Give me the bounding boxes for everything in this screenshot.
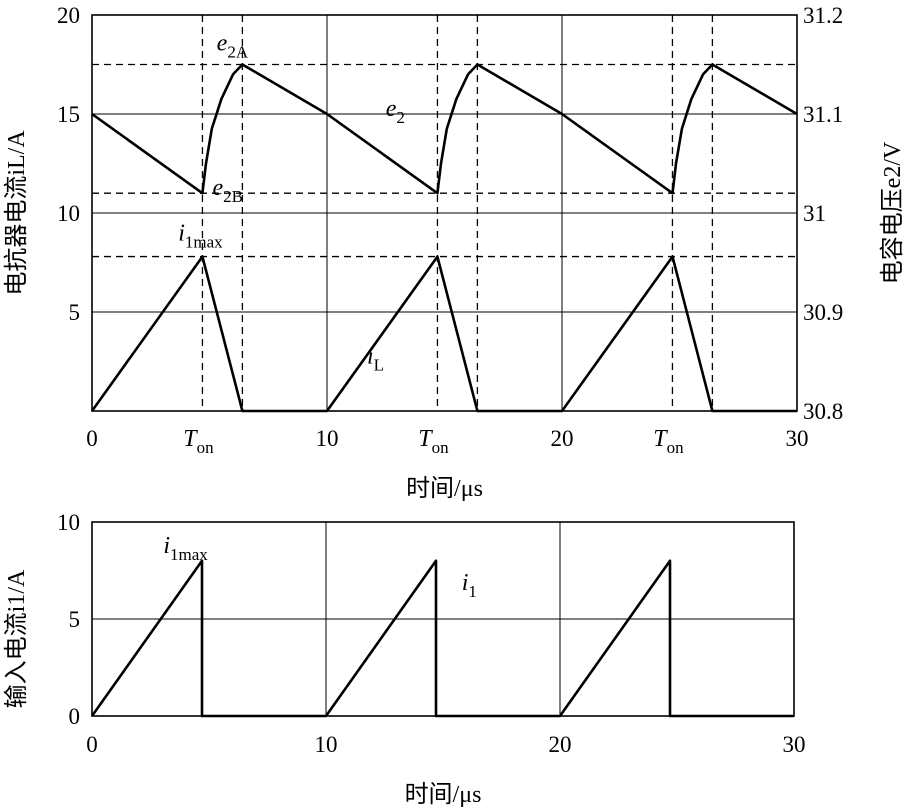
x-tick-label: Ton (183, 426, 214, 457)
top-chart: 0 Ton 10 Ton 20 Ton 30 5 10 15 20 30.8 30.9 31 31.1 31.… (3, 3, 906, 502)
bottom-y-axis-label: 输入电流i1/A (3, 569, 30, 708)
y2-tick-label: 31.1 (803, 102, 843, 127)
top-guide-lines (92, 15, 797, 411)
y-tick-label: 5 (69, 607, 81, 632)
y2-tick-label: 31 (803, 201, 826, 226)
y-tick-label: 5 (69, 300, 81, 325)
annotation-i1max: i1max (163, 533, 208, 564)
x-tick-label: 10 (315, 732, 338, 757)
top-series (90, 63, 798, 413)
series-line-i1 (90, 559, 794, 718)
annotation-e2B: e2B (212, 175, 243, 206)
bottom-series (90, 559, 794, 718)
series-line-iL (90, 255, 797, 413)
annotation-i1max: i1max (178, 221, 223, 252)
top-x-axis-label: 时间/μs (406, 475, 483, 502)
top-grid (92, 15, 797, 411)
annotation-e2: e2 (386, 96, 405, 127)
y-tick-label: 0 (69, 704, 81, 729)
series-line-e2 (91, 63, 798, 195)
bottom-tick-labels: 0 10 20 30 0 5 10 (57, 510, 806, 757)
x-tick-label: 0 (86, 732, 98, 757)
y2-tick-label: 31.2 (803, 3, 843, 28)
bottom-chart: 0 10 20 30 0 5 10 i1max i1 时间/μs 输入电流i1/A (3, 510, 806, 808)
y2-tick-label: 30.9 (803, 300, 843, 325)
x-tick-label: 30 (783, 732, 806, 757)
top-y2-axis-label: 电容电压e2/V (879, 141, 906, 284)
x-tick-label: Ton (418, 426, 449, 457)
top-annotations: e2A e2B e2 i1max iL (178, 31, 405, 375)
bottom-annotations: i1max i1 (163, 533, 477, 601)
y-tick-label: 10 (57, 201, 80, 226)
annotation-i1: i1 (462, 570, 477, 601)
x-tick-label: 30 (786, 426, 809, 451)
top-plot-frame (91, 14, 798, 412)
y2-tick-label: 30.8 (803, 399, 843, 424)
bottom-grid (92, 522, 794, 716)
x-tick-label: Ton (653, 426, 684, 457)
annotation-e2A: e2A (217, 31, 249, 62)
x-tick-label: 20 (551, 426, 574, 451)
y-tick-label: 15 (57, 102, 80, 127)
x-tick-label: 20 (549, 732, 572, 757)
top-y-axis-label: 电抗器电流iL/A (3, 130, 30, 296)
bottom-x-axis-label: 时间/μs (405, 781, 482, 808)
x-tick-label: 0 (86, 426, 98, 451)
y-tick-label: 10 (57, 510, 80, 535)
annotation-iL: iL (367, 343, 384, 374)
bottom-plot-frame (91, 521, 795, 717)
x-tick-label: 10 (316, 426, 339, 451)
top-tick-labels: 0 Ton 10 Ton 20 Ton 30 5 10 15 20 30.8 30.9 31 31.1 31.… (57, 3, 843, 457)
y-tick-label: 20 (57, 3, 80, 28)
